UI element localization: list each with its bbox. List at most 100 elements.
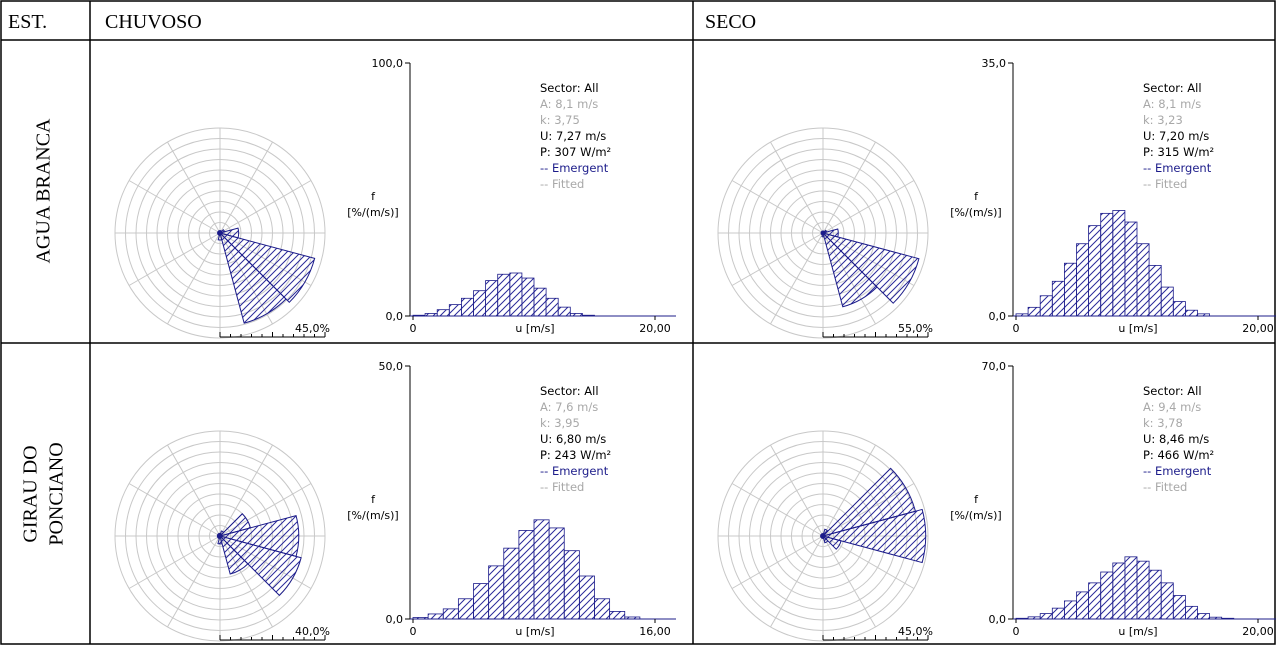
header-est: EST. [8,11,47,33]
rose-sector [219,534,249,575]
y-tick-label: 100,0 [372,57,404,70]
histogram-bar [1027,306,1041,317]
histogram-bar [548,527,565,620]
histogram-bar [1051,607,1065,620]
rose-sector [821,535,842,550]
stats-line: P: 243 W/m² [540,448,611,462]
histogram-bar [457,598,474,620]
y-axis-label: [%/(m/s)] [950,206,1001,219]
histogram-bar [1088,582,1102,620]
rose-spoke [219,141,273,234]
histogram-bar [533,287,547,317]
y-tick-label: 0,0 [989,613,1007,626]
histogram-bar [1160,286,1174,317]
histogram-bar [473,290,487,317]
histogram-bar [442,608,459,620]
stats-line: A: 8,1 m/s [540,97,598,111]
x-tick-label: 16,00 [639,625,671,638]
histogram-bar [1076,591,1089,620]
rose-sector [217,230,221,235]
rose-sector [821,232,920,304]
y-axis-label: f [371,493,376,506]
stats-line: A: 9,4 m/s [1143,400,1201,414]
y-tick-label: 0,0 [386,310,404,323]
histogram-bar [1064,262,1077,317]
station-name: AGUA BRANCA [33,118,55,264]
y-axis-label: [%/(m/s)] [347,509,398,522]
stats-line: -- Emergent [1143,464,1212,478]
x-tick-label: 0 [1013,322,1020,335]
rose-spoke [128,483,221,537]
stats-line: A: 8,1 m/s [1143,97,1201,111]
stats-line: k: 3,95 [540,416,580,430]
stats-line: k: 3,75 [540,113,580,127]
stats-line: -- Emergent [540,161,609,175]
stats-line: -- Fitted [540,480,584,494]
x-axis-label: u [m/s] [515,322,554,335]
y-axis-label: f [974,190,979,203]
rose-sector [218,232,316,304]
station-name: GIRAU DO [20,445,42,542]
stats-line: Sector: All [540,81,599,95]
histogram-bar [1160,582,1174,620]
rose-sector [822,534,829,544]
rose-spoke [770,535,824,628]
histogram-bar [1172,595,1186,620]
rose-spoke [822,444,876,537]
y-axis-label: [%/(m/s)] [347,206,398,219]
x-tick-label: 0 [1013,625,1020,638]
stats-line: Sector: All [1143,384,1202,398]
histogram-bar [436,309,450,317]
stats-line: Sector: All [1143,81,1202,95]
histogram-bar [557,306,571,317]
histogram-bar [1051,280,1065,317]
stats-line: U: 6,80 m/s [540,432,606,446]
histogram-bar [594,598,611,620]
rose-scale-label: 45,0% [295,322,330,335]
rose-spoke [128,535,221,589]
histogram-bar [609,611,626,620]
y-axis-label: [%/(m/s)] [950,509,1001,522]
rose-spoke [822,180,915,234]
x-tick-label: 0 [410,322,417,335]
stats-line: U: 8,46 m/s [1143,432,1209,446]
histogram-bar [503,547,520,620]
histogram-bar [1100,212,1114,317]
rose-sector [217,534,223,545]
rose-sector [820,230,824,235]
stats-line: -- Emergent [540,464,609,478]
rose-spoke [219,444,273,537]
histogram-bar [1185,309,1198,317]
y-tick-label: 50,0 [379,360,404,373]
histogram-bar [518,530,535,620]
rose-scale-label: 40,0% [295,625,330,638]
x-axis-label: u [m/s] [1118,625,1157,638]
histogram-bar [1185,605,1198,620]
histogram-bar [1039,613,1053,620]
rose-scale-label: 45,0% [898,625,933,638]
header-seco: SECO [705,11,756,33]
station-name: PONCIANO [46,442,68,545]
stats-line: Sector: All [540,384,599,398]
header-chuvoso: CHUVOSO [105,11,202,33]
y-axis-label: f [371,190,376,203]
histogram-bar [578,575,595,620]
histogram-bar [1136,560,1150,620]
x-tick-label: 20,00 [639,322,671,335]
stats-line: k: 3,78 [1143,416,1183,430]
histogram-bar [1172,301,1186,317]
histogram-bar [533,519,550,620]
histogram-bar [545,297,559,317]
histogram-bar [1112,210,1126,317]
histogram-bar [1112,562,1126,620]
rose-sector [217,231,223,241]
stats-line: P: 307 W/m² [540,145,611,159]
stats-line: -- Fitted [1143,177,1187,191]
rose-spoke [128,180,221,234]
stats-line: k: 3,23 [1143,113,1183,127]
x-tick-label: 0 [410,625,417,638]
rose-scale-label: 55,0% [898,322,933,335]
histogram-bar [497,273,511,317]
